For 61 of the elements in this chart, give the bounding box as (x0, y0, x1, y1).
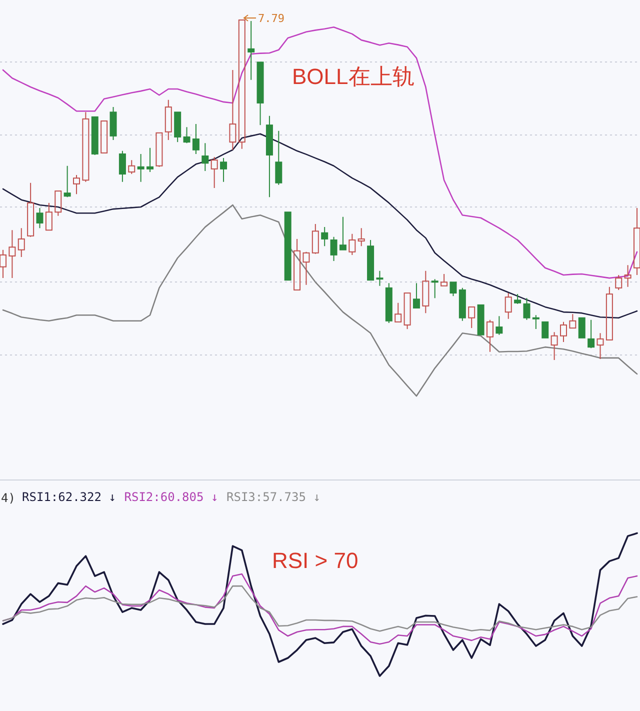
candlestick (256, 62, 264, 126)
candlestick (275, 130, 282, 186)
candlestick (202, 142, 209, 172)
candlestick (8, 230, 16, 279)
candlestick (412, 282, 420, 308)
candlestick (54, 190, 62, 216)
candlestick (486, 319, 494, 352)
annotation: 7.79 (258, 12, 284, 25)
candlestick (302, 251, 310, 286)
candlestick (624, 264, 632, 288)
candlestick (294, 238, 301, 290)
candlestick (431, 278, 438, 299)
candlestick (146, 147, 154, 172)
candlestick (0, 249, 6, 279)
candlestick (348, 233, 356, 256)
candlestick (118, 150, 126, 182)
candlestick (339, 216, 346, 250)
candlestick (588, 319, 595, 349)
candlestick (504, 292, 512, 320)
candlestick (440, 273, 448, 286)
annotation: RSI > 70 (272, 548, 358, 573)
legend: RSI1:62.322 ↓ RSI2:60.805 ↓ RSI3:57.735 ↓ (22, 490, 320, 504)
candlestick (210, 156, 218, 188)
candlestick (174, 112, 182, 143)
candlestick (64, 165, 71, 198)
candlestick (606, 286, 613, 340)
candlestick (192, 124, 200, 154)
candlestick (18, 228, 25, 258)
candlestick (45, 202, 52, 231)
candlestick (422, 270, 430, 314)
candlestick (27, 182, 34, 238)
candlestick (82, 112, 90, 182)
candlestick (358, 228, 365, 247)
candlestick (496, 316, 503, 336)
candlestick (73, 174, 80, 195)
candlestick (128, 160, 136, 175)
candlestick (110, 106, 117, 141)
candlestick (569, 314, 576, 329)
candlestick (367, 239, 374, 281)
candlestick (183, 126, 190, 144)
candlestick (229, 69, 236, 150)
candlestick (266, 115, 273, 198)
candlestick (634, 208, 640, 276)
annotation: BOLL在上轨 (292, 64, 414, 89)
candlestick (248, 20, 255, 80)
candlestick (394, 302, 402, 322)
candlestick (164, 99, 172, 141)
candlestick (532, 314, 540, 330)
candlestick (550, 332, 558, 360)
candlestick (560, 321, 567, 342)
text: 4) (1, 491, 16, 505)
candlestick (596, 332, 604, 360)
candlestick (220, 158, 228, 182)
candlestick (523, 298, 530, 320)
candlestick (137, 153, 144, 182)
candlestick (468, 306, 476, 329)
candlestick (330, 236, 338, 262)
candlestick (376, 270, 384, 286)
candlestick (321, 226, 328, 247)
candlestick (238, 20, 246, 150)
candlestick (36, 208, 44, 229)
